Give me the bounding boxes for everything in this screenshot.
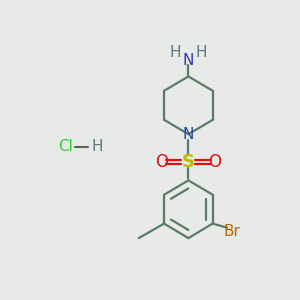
Text: S: S	[182, 153, 195, 171]
Text: H: H	[196, 45, 207, 60]
Text: O: O	[155, 153, 168, 171]
Text: H: H	[169, 45, 181, 60]
Text: N: N	[183, 127, 194, 142]
Text: Br: Br	[224, 224, 241, 239]
Text: Cl: Cl	[58, 140, 74, 154]
Text: O: O	[208, 153, 221, 171]
Text: H: H	[92, 140, 103, 154]
Text: N: N	[183, 53, 194, 68]
